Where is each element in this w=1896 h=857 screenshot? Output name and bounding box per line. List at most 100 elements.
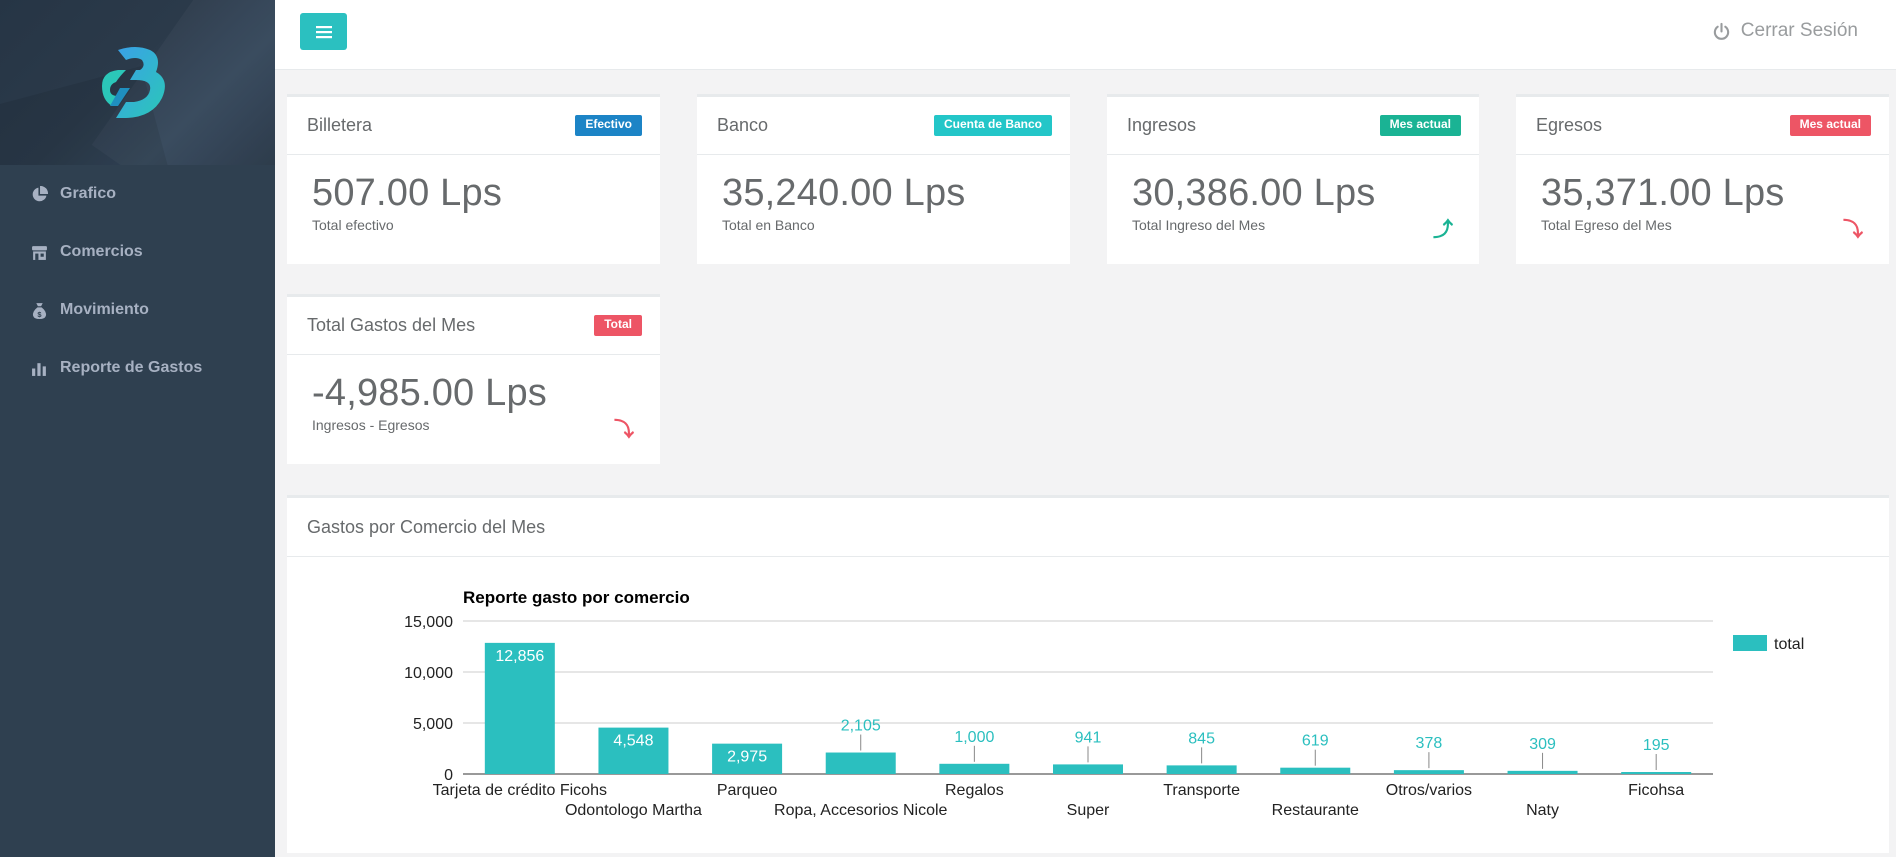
card-banco: Banco Cuenta de Banco 35,240.00 Lps Tota… (697, 94, 1070, 264)
svg-text:$: $ (37, 309, 42, 318)
sidebar-item-comercios[interactable]: Comercios (0, 223, 275, 281)
card-caption: Total efectivo (312, 216, 394, 233)
bar (825, 752, 896, 774)
y-tick-label: 5,000 (413, 716, 453, 733)
x-tick-label: Super (1067, 802, 1110, 819)
sidebar-header (0, 0, 275, 165)
x-tick-label: Odontologo Martha (565, 802, 702, 819)
y-tick-label: 0 (444, 767, 453, 784)
card-caption: Total en Banco (722, 216, 815, 233)
status-badge: Mes actual (1379, 115, 1461, 136)
bar (712, 743, 783, 774)
bar (939, 763, 1010, 774)
x-tick-label: Parqueo (717, 782, 778, 799)
arrow-down-icon: ⤵ (1843, 219, 1863, 241)
card-egresos: Egresos Mes actual 35,371.00 Lps Total E… (1516, 94, 1889, 264)
data-label: 12,856 (495, 648, 544, 665)
sidebar-item-reporte-gastos[interactable]: Reporte de Gastos (0, 339, 275, 397)
data-label: 941 (1075, 729, 1102, 746)
data-label: 195 (1643, 737, 1670, 754)
x-tick-label: Tarjeta de crédito Ficohs (433, 782, 607, 799)
sidebar: Grafico Comercios $ Movimiento Reporte d… (0, 0, 275, 857)
card-header: Total Gastos del Mes Total (287, 297, 660, 355)
arrow-down-icon: ⤵ (614, 419, 634, 441)
menu-toggle-button[interactable] (300, 13, 347, 50)
bar (1621, 772, 1692, 774)
data-label: 2,105 (841, 718, 881, 735)
data-label: 2,975 (727, 749, 767, 766)
money-bag-icon: $ (30, 301, 48, 319)
data-label: 378 (1416, 735, 1443, 752)
data-label: 309 (1529, 736, 1556, 753)
card-caption: Total Egreso del Mes (1541, 216, 1672, 233)
hamburger-icon (315, 25, 332, 38)
card-header: Egresos Mes actual (1516, 97, 1889, 155)
card-header: Banco Cuenta de Banco (697, 97, 1070, 155)
card-title: Ingresos (1127, 115, 1197, 135)
x-tick-label: Regalos (945, 782, 1004, 799)
card-billetera: Billetera Efectivo 507.00 Lps Total efec… (287, 94, 660, 264)
bar-chart-icon (30, 359, 48, 377)
card-value: 30,386.00 Lps (1132, 172, 1376, 214)
card-ingresos: Ingresos Mes actual 30,386.00 Lps Total … (1107, 94, 1479, 264)
card-caption: Total Ingreso del Mes (1132, 216, 1266, 233)
card-title: Banco (717, 115, 769, 135)
data-label: 845 (1188, 730, 1215, 747)
x-tick-label: Restaurante (1272, 802, 1359, 819)
bar (1393, 770, 1464, 774)
power-icon (1713, 22, 1729, 40)
status-badge: Cuenta de Banco (933, 115, 1052, 136)
card-total-gastos: Total Gastos del Mes Total -4,985.00 Lps… (287, 294, 660, 464)
card-value: -4,985.00 Lps (312, 372, 547, 414)
bar (1507, 770, 1578, 774)
store-icon (30, 243, 48, 261)
panel-title: Gastos por Comercio del Mes (307, 516, 546, 537)
chart-panel: Gastos por Comercio del Mes Reporte gast… (287, 495, 1889, 853)
card-caption: Ingresos - Egresos (312, 416, 430, 433)
brand-logo[interactable] (96, 42, 176, 122)
bar (1280, 767, 1351, 774)
card-value: 507.00 Lps (312, 172, 503, 214)
bar (1053, 764, 1123, 774)
card-header: Billetera Efectivo (287, 97, 660, 155)
sidebar-item-label: Reporte de Gastos (60, 359, 203, 376)
card-title: Billetera (307, 115, 373, 135)
logout-link[interactable]: Cerrar Sesión (1712, 20, 1858, 42)
data-label: 4,548 (613, 733, 653, 750)
sidebar-item-label: Comercios (60, 243, 143, 260)
x-tick-label: Ropa, Accesorios Nicole (774, 802, 948, 819)
status-badge: Total (594, 315, 642, 336)
x-tick-label: Ficohsa (1628, 782, 1684, 799)
y-tick-label: 15,000 (404, 614, 453, 631)
bar-chart: Reporte gasto por comercio 0 5,000 10,000 15… (404, 588, 1804, 819)
card-title: Egresos (1536, 115, 1603, 135)
card-value: 35,371.00 Lps (1541, 172, 1785, 214)
sidebar-item-label: Movimiento (60, 301, 149, 318)
status-badge: Mes actual (1789, 115, 1871, 136)
sidebar-item-label: Grafico (60, 185, 117, 202)
top-navbar: Cerrar Sesión (275, 0, 1896, 70)
bar (484, 642, 555, 774)
x-tick-label: Transporte (1163, 782, 1240, 799)
sidebar-item-movimiento[interactable]: $ Movimiento (0, 281, 275, 339)
card-title: Total Gastos del Mes (307, 315, 476, 335)
panel-header: Gastos por Comercio del Mes (287, 498, 1889, 557)
card-value: 35,240.00 Lps (722, 172, 966, 214)
data-label: 1,000 (954, 729, 994, 746)
bar (598, 727, 669, 774)
x-tick-label: Naty (1526, 802, 1559, 819)
legend-label: total (1774, 636, 1804, 653)
bar (1166, 765, 1237, 774)
chart-title: Reporte gasto por comercio (463, 588, 690, 607)
status-badge: Efectivo (575, 115, 642, 136)
x-tick-label: Otros/varios (1386, 782, 1472, 799)
logout-label: Cerrar Sesión (1740, 20, 1858, 41)
sidebar-nav: Grafico Comercios $ Movimiento Reporte d… (0, 165, 275, 397)
sidebar-item-grafico[interactable]: Grafico (0, 165, 275, 223)
pie-chart-icon (30, 185, 48, 203)
card-header: Ingresos Mes actual (1107, 97, 1479, 155)
data-label: 619 (1302, 733, 1329, 750)
arrow-up-icon: ⤴ (1433, 219, 1453, 241)
y-tick-label: 10,000 (404, 665, 453, 682)
legend-swatch (1733, 635, 1767, 651)
